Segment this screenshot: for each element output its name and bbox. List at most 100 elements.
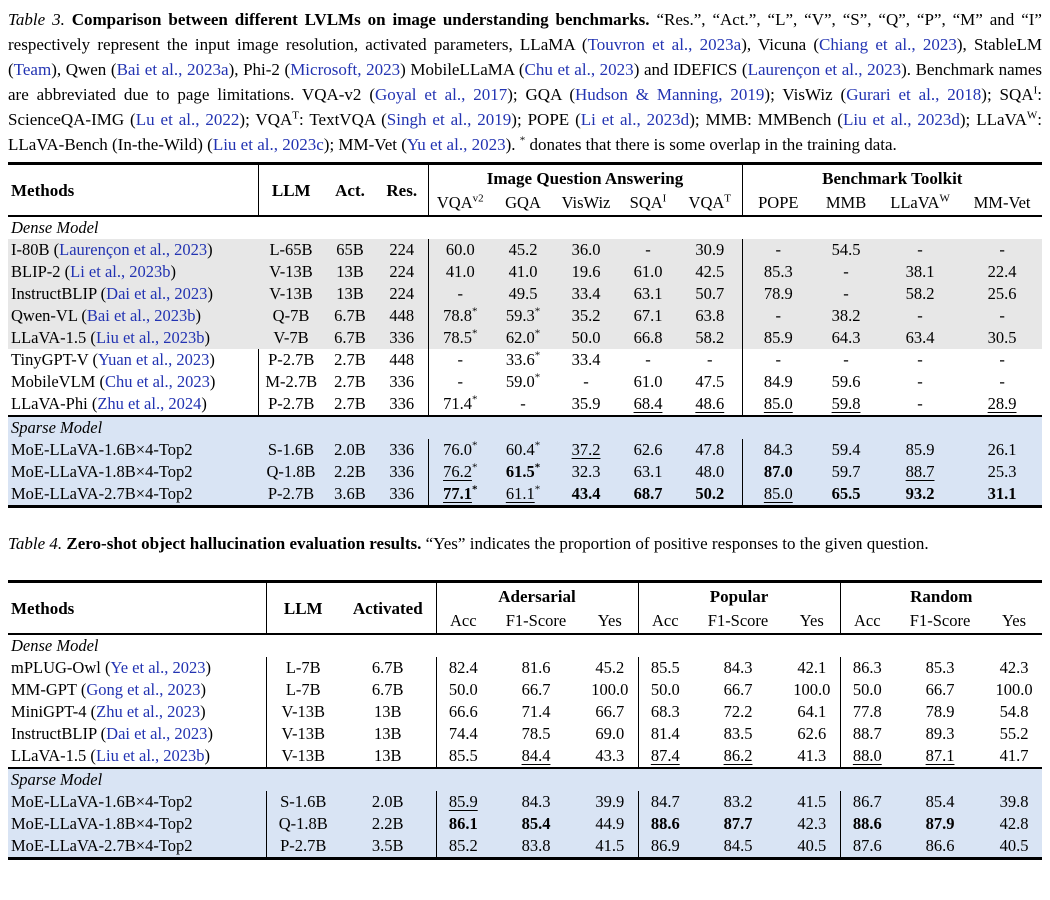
value-cell: 83.5 (692, 723, 784, 745)
cell-value: 33.4 (571, 284, 601, 303)
text-segment: ); MMB: MMBench ( (689, 110, 843, 129)
cell-value: - (999, 240, 1005, 259)
method-cell: InstructBLIP (Dai et al., 2023) (8, 283, 258, 305)
cell-value: 71.4 (443, 394, 472, 413)
text-segment: LLaVA-Phi ( (11, 394, 98, 413)
value-cell: 2.0B (324, 439, 376, 461)
section-row: Sparse Model (8, 415, 1043, 439)
value-cell: - (814, 283, 878, 305)
citation-link[interactable]: Hudson & Manning, 2019 (574, 85, 765, 104)
value-cell: 13B (340, 745, 436, 768)
citation-link[interactable]: Liu et al., 2023c (212, 135, 324, 154)
value-cell: 50.0 (839, 679, 895, 701)
cell-value: 33.4 (571, 350, 601, 369)
value-cell: 81.4 (637, 723, 693, 745)
citation-link[interactable]: Laurençon et al., 2023 (59, 240, 208, 259)
cell-value: 30.9 (695, 240, 725, 259)
value-cell: - (427, 371, 492, 393)
cell-value: 59.8 (831, 394, 861, 413)
cell-value: 59.0 (505, 372, 535, 391)
column-header-yes: Yes (582, 608, 639, 635)
cell-value: 88.7 (905, 462, 935, 481)
text-segment: I (1033, 84, 1038, 97)
citation-link[interactable]: Dai et al., 2023 (106, 724, 208, 743)
cell-value: 83.2 (723, 792, 753, 811)
citation-link[interactable]: Li et al., 2023b (70, 262, 171, 281)
value-cell: 87.6 (839, 835, 895, 859)
header-label: F1-Score (909, 610, 971, 630)
cell-value: 86.7 (852, 792, 882, 811)
cell-value: 42.3 (797, 814, 827, 833)
value-cell: 85.3 (894, 657, 986, 679)
citation-link[interactable]: Liu et al., 2023b (95, 746, 205, 765)
cell-value: 86.2 (723, 746, 753, 765)
cell-value: 78.9 (925, 702, 955, 721)
citation-link[interactable]: Ye et al., 2023 (110, 658, 206, 677)
column-header-vqav2: VQAv2 (427, 190, 492, 217)
cell-value: - (457, 284, 464, 303)
text-segment: ) (207, 240, 213, 259)
cell-value: 93.2 (905, 484, 935, 503)
value-cell: 61.0 (618, 371, 678, 393)
value-cell: 59.7 (814, 461, 878, 483)
value-cell: S-1.6B (258, 439, 324, 461)
citation-link[interactable]: Chu et al., 2023 (524, 60, 634, 79)
cell-value: 32.3 (571, 462, 601, 481)
header-label: LLaVA (890, 192, 940, 212)
citation-link[interactable]: Liu et al., 2023d (842, 110, 960, 129)
value-cell: 62.6 (784, 723, 840, 745)
value-cell: 85.2 (435, 835, 490, 859)
method-cell: MoE-LLaVA-1.8B×4-Top2 (8, 461, 258, 483)
citation-link[interactable]: Team (13, 60, 52, 79)
cell-value: 85.3 (925, 658, 955, 677)
cell-value: - (520, 394, 526, 413)
text-segment: ) (195, 306, 202, 325)
citation-link[interactable]: Bai et al., 2023b (86, 306, 196, 325)
citation-link[interactable]: Microsoft, 2023 (290, 60, 401, 79)
citation-link[interactable]: Bai et al., 2023a (116, 60, 229, 79)
citation-link[interactable]: Liu et al., 2023b (95, 328, 205, 347)
cell-value: 50.2 (695, 484, 725, 503)
cell-value: Q-1.8B (278, 814, 328, 833)
citation-link[interactable]: Zhu et al., 2024 (97, 394, 202, 413)
citation-link[interactable]: Gong et al., 2023 (86, 680, 201, 699)
citation-link[interactable]: Touvron et al., 2023a (587, 35, 742, 54)
header-label: SQA (629, 192, 663, 212)
cell-value: 76.2 (443, 462, 472, 481)
citation-link[interactable]: Zhu et al., 2023 (96, 702, 201, 721)
cell-value: 59.6 (831, 372, 861, 391)
value-cell: 66.6 (435, 701, 490, 723)
cell-value: 55.2 (999, 724, 1029, 743)
cell-value: 88.6 (852, 814, 882, 833)
cell-value: - (457, 350, 464, 369)
column-header-activated: Activated (340, 581, 436, 635)
citation-link[interactable]: Singh et al., 2019 (386, 110, 512, 129)
column-header-viswiz: VisWiz (554, 190, 618, 217)
value-cell: Q-1.8B (258, 461, 324, 483)
section-row: Sparse Model (8, 767, 1043, 791)
value-cell: 76.0* (427, 439, 492, 461)
citation-link[interactable]: Yuan et al., 2023 (97, 350, 210, 369)
citation-link[interactable]: Chu et al., 2023 (104, 372, 210, 391)
value-cell: 47.5 (678, 371, 742, 393)
citation-link[interactable]: Laurençon et al., 2023 (747, 60, 902, 79)
table-row: MM-GPT (Gong et al., 2023) L-7B 6.7B 50.0 66… (8, 679, 1042, 701)
table-row: TinyGPT-V (Yuan et al., 2023) P-2.7B 2.7B 4… (8, 349, 1042, 371)
column-header-yes: Yes (784, 608, 841, 635)
citation-link[interactable]: Goyal et al., 2017 (374, 85, 508, 104)
citation-link[interactable]: Dai et al., 2023 (106, 284, 208, 303)
citation-link[interactable]: Chiang et al., 2023 (819, 35, 957, 54)
cell-value: 63.1 (633, 284, 663, 303)
citation-link[interactable]: Yu et al., 2023 (406, 135, 506, 154)
table-row: I-80B (Laurençon et al., 2023) L-65B 65B 22… (8, 239, 1043, 261)
text-segment: ) (200, 702, 206, 721)
citation-link[interactable]: Lu et al., 2022 (135, 110, 240, 129)
citation-link[interactable]: Gurari et al., 2018 (846, 85, 982, 104)
value-cell: 66.7 (692, 679, 784, 701)
citation-link[interactable]: Li et al., 2023d (580, 110, 690, 129)
value-cell: 224 (376, 239, 428, 261)
text-segment: ) (209, 350, 215, 369)
cell-value: 38.1 (905, 262, 935, 281)
cell-value: 85.4 (925, 792, 955, 811)
text-segment: Zero-shot object hallucination evaluatio… (62, 534, 422, 553)
